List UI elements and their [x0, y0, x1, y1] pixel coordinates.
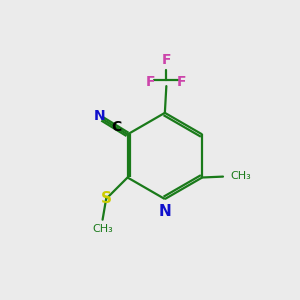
Text: F: F — [146, 75, 156, 88]
Text: F: F — [162, 53, 171, 67]
Text: C: C — [111, 120, 121, 134]
Text: CH₃: CH₃ — [230, 171, 251, 181]
Text: N: N — [158, 204, 171, 219]
Text: CH₃: CH₃ — [92, 224, 113, 234]
Text: S: S — [100, 191, 112, 206]
Text: F: F — [177, 75, 187, 88]
Text: N: N — [94, 109, 106, 123]
